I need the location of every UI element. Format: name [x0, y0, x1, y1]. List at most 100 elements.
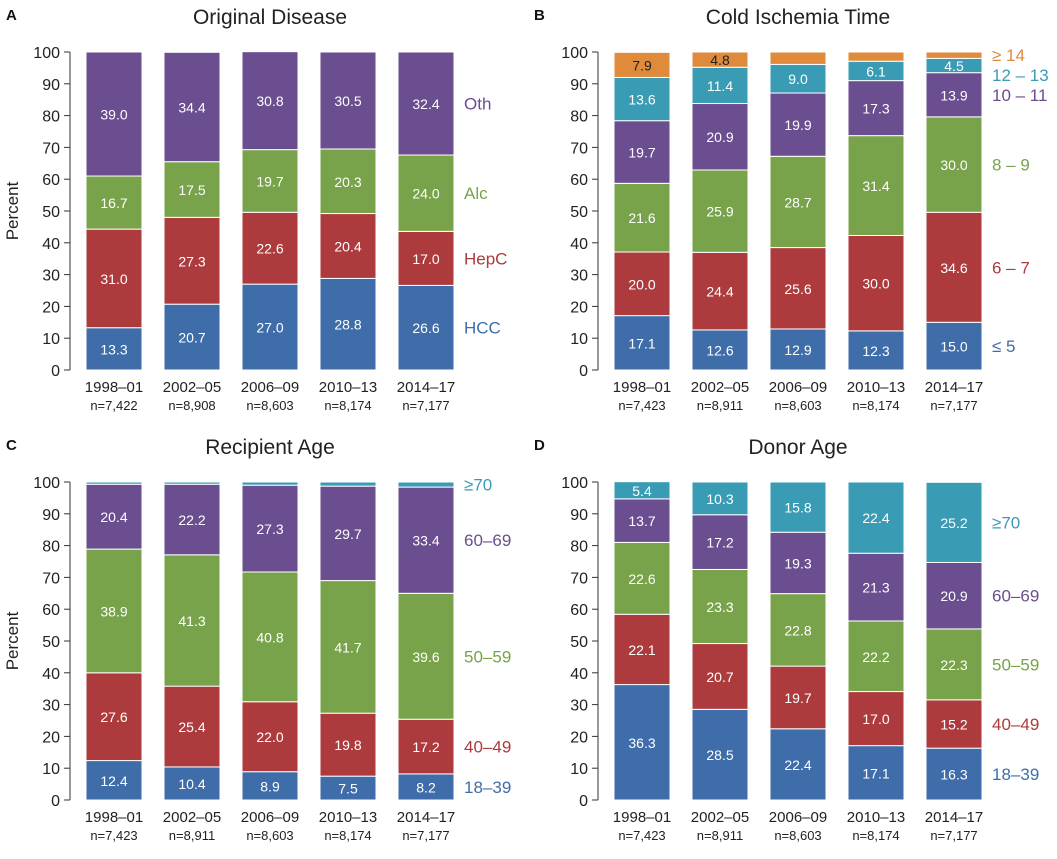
y-tick-label: 80: [570, 539, 588, 556]
y-tick-label: 60: [570, 172, 588, 189]
bar-segment-40-49: [241, 701, 299, 773]
bar-segment-hepc: [163, 216, 221, 305]
stacked-bar-chart: B Cold Ischemia Time 0 10 20 30 40 50 60 70 80 90 10…: [534, 6, 1049, 413]
bar-segment-10-11: [925, 72, 983, 118]
data-label: 12.9: [784, 342, 811, 358]
bar-segment-8-9: [769, 155, 827, 249]
data-label: 34.6: [940, 260, 967, 276]
bar-segment-60-69: [691, 514, 749, 570]
legend-label-60-69: 60–69: [464, 531, 511, 550]
bar-segment-40-49: [397, 718, 455, 775]
bar-segment-18-39: [163, 766, 221, 801]
data-label: 41.7: [334, 639, 361, 655]
data-label: 19.7: [784, 690, 811, 706]
y-tick-label: 30: [570, 698, 588, 715]
y-tick-label: 30: [42, 268, 60, 285]
data-label: 22.0: [256, 729, 283, 745]
panel-recipient-age: C Recipient Age Percent 0 10 20 30 40 50 60 70 80 90…: [0, 430, 528, 859]
panel-letter: B: [534, 7, 545, 24]
bar-segment-le-5: [925, 321, 983, 371]
panel-letter: A: [6, 7, 17, 24]
data-label: 13.7: [628, 513, 655, 529]
x-tick-label: 2014–17: [397, 809, 455, 826]
sample-size-label: n=8,908: [168, 398, 215, 413]
y-tick-label: 40: [570, 666, 588, 683]
data-label: 17.2: [706, 535, 733, 551]
data-label: 31.0: [100, 271, 127, 287]
data-label: 22.2: [862, 649, 889, 665]
data-label: 6.1: [866, 63, 886, 79]
data-label: 19.9: [784, 117, 811, 133]
bar-segment-10-11: [613, 120, 671, 184]
bar-segment-12-13: [613, 76, 671, 122]
chart-title: Original Disease: [193, 6, 347, 29]
data-label: 27.6: [100, 709, 127, 725]
sample-size-label: n=8,603: [774, 828, 821, 843]
bar-segment-6-7: [691, 251, 749, 331]
data-label: 9.0: [788, 71, 808, 87]
y-tick-label: 90: [42, 77, 60, 94]
sample-size-label: n=7,177: [402, 828, 449, 843]
data-label: 41.3: [178, 613, 205, 629]
data-label: 19.8: [334, 737, 361, 753]
stacked-bar-chart: A Original Disease Percent 0 10 20 30 40 50 60 70 8…: [3, 6, 507, 413]
y-tick-label: 80: [570, 109, 588, 126]
data-label: 25.4: [178, 719, 205, 735]
bar-segment-oth: [85, 51, 143, 177]
y-tick-label: 20: [570, 299, 588, 316]
data-label: 13.9: [940, 87, 967, 103]
data-label: 8.2: [416, 779, 436, 795]
bar-segment-ge70: [85, 481, 143, 485]
bar-segment-6-7: [769, 247, 827, 330]
y-tick-label: 30: [570, 268, 588, 285]
bar-segment-10-11: [847, 80, 905, 137]
x-tick-label: 2002–05: [691, 379, 749, 396]
bar-segment-ge70: [319, 481, 377, 487]
data-label: 20.3: [334, 174, 361, 190]
bar-segment-alc: [163, 161, 221, 218]
data-label: 22.3: [940, 657, 967, 673]
sample-size-label: n=7,423: [90, 828, 137, 843]
bar-segment-6-7: [847, 234, 905, 332]
bar-segment-hcc: [163, 303, 221, 371]
x-tick-label: 2006–09: [769, 809, 827, 826]
data-label: 17.3: [862, 101, 889, 117]
sample-size-label: n=8,174: [324, 828, 371, 843]
x-tick-label: 2010–13: [847, 379, 905, 396]
data-label: 19.7: [628, 145, 655, 161]
bar-segment-ge70: [613, 481, 671, 500]
bar-segment-8-9: [847, 135, 905, 236]
y-tick-label: 60: [42, 172, 60, 189]
bar-segment-hepc: [241, 211, 299, 285]
data-label: 16.3: [940, 767, 967, 783]
sample-size-label: n=8,174: [852, 398, 899, 413]
data-label: 12.6: [706, 342, 733, 358]
bar-segment-40-49: [85, 672, 143, 762]
y-tick-label: 80: [42, 539, 60, 556]
data-label: 17.2: [412, 739, 439, 755]
legend-label-ge70: ≥70: [464, 476, 492, 495]
panel-cold-ischemia-time: B Cold Ischemia Time 0 10 20 30 40 50 60 70 80 90 10…: [528, 0, 1056, 429]
chart-title: Cold Ischemia Time: [706, 6, 890, 29]
sample-size-label: n=8,174: [324, 398, 371, 413]
legend-label-8-9: 8 – 9: [992, 156, 1030, 175]
bar-segment-60-69: [847, 552, 905, 622]
data-label: 22.8: [784, 622, 811, 638]
x-tick-label: 2002–05: [163, 379, 221, 396]
bar-segment-50-59: [319, 580, 377, 714]
bar-segment-40-49: [925, 699, 983, 749]
bar-segment-10-11: [691, 103, 749, 171]
x-tick-label: 2014–17: [397, 379, 455, 396]
x-tick-label: 2010–13: [847, 809, 905, 826]
data-label: 28.8: [334, 317, 361, 333]
data-label: 10.3: [706, 491, 733, 507]
y-tick-label: 60: [570, 602, 588, 619]
bar-segment-18-39: [691, 708, 749, 801]
sample-size-label: n=8,174: [852, 828, 899, 843]
x-tick-label: 2014–17: [925, 379, 983, 396]
bar-segment-18-39: [769, 728, 827, 801]
y-tick-label: 100: [561, 475, 588, 492]
panel-letter: C: [6, 437, 17, 454]
stacked-bar-chart: C Recipient Age Percent 0 10 20 30 40 50 60 70 80 90…: [3, 436, 511, 843]
data-label: 28.5: [706, 747, 733, 763]
